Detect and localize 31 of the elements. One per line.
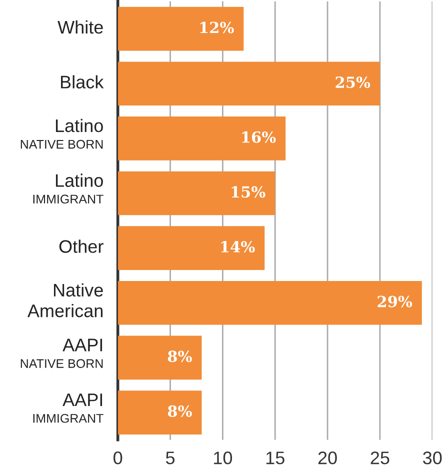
bar [118, 6, 244, 51]
bar [118, 280, 422, 325]
bar [118, 116, 286, 160]
data-label: 14% [221, 240, 255, 253]
x-tick-label: 30 [423, 452, 442, 464]
x-tick-label: 15 [266, 452, 284, 464]
x-tick-label: 5 [166, 452, 175, 464]
y-tick-label: Black [61, 75, 104, 88]
bar [118, 171, 276, 216]
data-label: 15% [232, 186, 266, 198]
data-label: 25% [336, 76, 370, 88]
x-tick-label: 20 [318, 452, 337, 464]
bar [118, 390, 202, 434]
x-tick-label: 10 [214, 452, 232, 464]
x-tick-label: 0 [114, 452, 122, 464]
x-tick-label: 25 [370, 452, 390, 464]
y-tick-label: White [58, 20, 103, 34]
bar [118, 62, 380, 106]
data-label: 8% [168, 350, 192, 362]
bar [118, 226, 265, 270]
y-tick-label: Latino NATIVE BORN [20, 118, 103, 149]
data-label: 16% [242, 131, 276, 143]
y-tick-label: Other [59, 240, 104, 253]
y-tick-label: Native American [27, 283, 103, 318]
y-tick-label: AAPI IMMIGRANT [33, 394, 104, 423]
y-tick-label: Latino IMMIGRANT [33, 174, 104, 204]
y-tick-label: AAPI NATIVE BORN [20, 338, 103, 368]
bar [118, 336, 202, 380]
data-label: 8% [168, 405, 192, 417]
data-label: 29% [378, 296, 412, 308]
data-label: 12% [200, 22, 234, 34]
